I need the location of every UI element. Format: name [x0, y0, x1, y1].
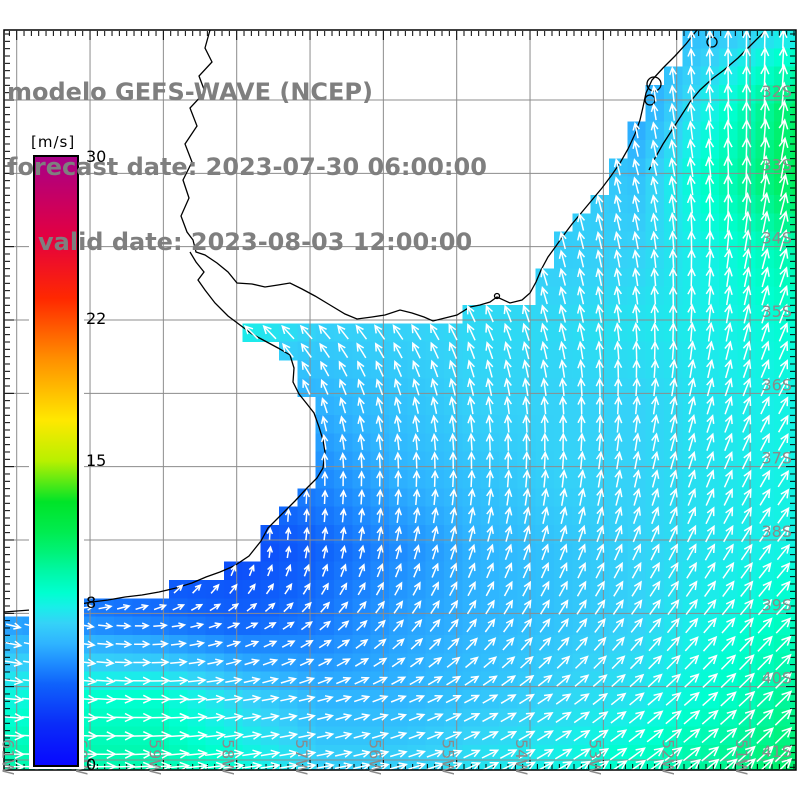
- coastline-lagoon-barrier: [648, 29, 767, 171]
- map-border: [3, 29, 797, 771]
- coastline-south-atlantic: [3, 251, 326, 613]
- colorbar-tick-label: 8: [86, 592, 97, 612]
- latitude-label: 35S: [761, 302, 792, 321]
- longitude-label: 58W: [219, 739, 238, 775]
- latitude-label: 41S: [761, 742, 792, 761]
- longitude-label: 52W: [659, 739, 678, 775]
- colorbar-gradient: [33, 155, 79, 767]
- latitude-label: 36S: [761, 375, 792, 394]
- valid-date-line: valid date: 2023-08-03 12:00:00: [38, 228, 473, 256]
- colorbar-tick-label: 22: [86, 309, 107, 329]
- longitude-label: 53W: [585, 739, 604, 775]
- longitude-label: 56W: [365, 739, 384, 775]
- plot-title-block: modelo GEFS-WAVE (NCEP) forecast date: 2…: [7, 30, 487, 305]
- latitude-label: 39S: [761, 595, 792, 614]
- coastline-river-north-shore: [180, 29, 698, 322]
- colorbar-unit-label: [m/s]: [31, 133, 76, 151]
- latitude-label: 38S: [761, 522, 792, 541]
- colorbar-tick-label: 15: [86, 451, 107, 470]
- colorbar-panel: [29, 129, 84, 769]
- longitude-label: 55W: [439, 739, 458, 775]
- longitude-label: 57W: [292, 739, 311, 775]
- model-title: modelo GEFS-WAVE (NCEP): [7, 78, 373, 106]
- colorbar-tick-label: 30: [86, 147, 107, 166]
- axis-labels: 32S33S34S35S36S37S38S39S40S41S61W60W59W5…: [0, 82, 792, 775]
- latitude-label: 34S: [761, 229, 792, 248]
- longitude-label: 51W: [732, 739, 751, 775]
- latitude-label: 40S: [761, 669, 792, 688]
- colorbar-tick-label: 0: [86, 755, 97, 774]
- longitude-label: 54W: [512, 739, 531, 775]
- latitude-label: 37S: [761, 449, 792, 468]
- forecast-date-line: forecast date: 2023-07-30 06:00:00: [7, 153, 487, 181]
- lagoon-outline: [493, 292, 501, 300]
- longitude-label: 59W: [145, 739, 164, 775]
- latitude-label: 32S: [761, 82, 792, 101]
- latitude-label: 33S: [761, 155, 792, 174]
- longitude-label: 61W: [0, 739, 18, 775]
